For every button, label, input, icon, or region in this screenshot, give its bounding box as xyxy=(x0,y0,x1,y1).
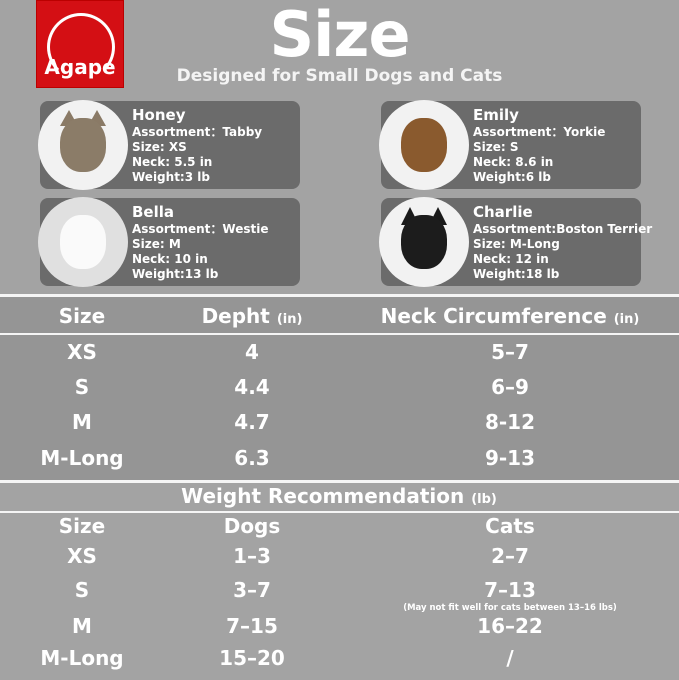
pet-card-bella: Bella Assortment：Westie Size: M Neck: 10 in… xyxy=(38,197,300,287)
cell-neck: 6–9 xyxy=(491,375,529,399)
pet-neck: Neck: 5.5 in xyxy=(132,155,213,169)
cell-dogs: 15–20 xyxy=(219,646,285,670)
hands-arc-icon xyxy=(47,13,115,81)
pet-name: Charlie xyxy=(473,203,533,221)
page-subtitle: Designed for Small Dogs and Cats xyxy=(176,66,503,86)
cell-dogs: 3–7 xyxy=(233,578,271,602)
cell-dogs: 7–15 xyxy=(226,614,278,638)
weight-title: Weight Recommendation xyxy=(181,484,465,508)
pet-name: Emily xyxy=(473,106,519,124)
page-title: Size xyxy=(269,0,410,71)
header-dogs: Dogs xyxy=(223,514,281,538)
pet-neck: Neck: 8.6 in xyxy=(473,155,554,169)
cell-size: M xyxy=(72,614,92,638)
cell-size: S xyxy=(74,578,90,602)
divider xyxy=(0,333,679,335)
header-depth: Depht xyxy=(201,304,270,328)
divider xyxy=(0,480,679,483)
cell-depth: 4.4 xyxy=(234,375,270,399)
cell-size: M xyxy=(72,410,92,434)
pet-neck: Neck: 12 in xyxy=(473,252,549,266)
table-row: XS 4 5–7 xyxy=(0,340,679,374)
table-row: M-Long 15–20 / xyxy=(0,646,679,680)
table-row: S 3–7 7–13 xyxy=(0,578,679,612)
pet-assortment: Assortment:Boston Terrier xyxy=(473,222,653,236)
divider xyxy=(0,511,679,513)
cell-dogs: 1–3 xyxy=(233,544,271,568)
pet-card-charlie: Charlie Assortment:Boston Terrier Size: M-… xyxy=(379,197,652,287)
cell-size: XS xyxy=(67,340,97,364)
pet-weight: Weight:18 lb xyxy=(473,267,560,281)
table-row: M 4.7 8-12 xyxy=(0,410,679,444)
header-neck-unit: (in) xyxy=(613,312,640,327)
pet-name: Bella xyxy=(132,203,175,221)
cell-neck: 9-13 xyxy=(484,446,536,470)
table-row: S 4.4 6–9 xyxy=(0,375,679,409)
pet-assortment: Assortment：Westie xyxy=(132,222,269,236)
cell-cats: 2–7 xyxy=(491,544,529,568)
cell-size: XS xyxy=(67,544,97,568)
pet-weight: Weight:6 lb xyxy=(473,170,551,184)
weight-title-unit: (lb) xyxy=(471,492,497,507)
weight-table-title: Weight Recommendation (lb) xyxy=(0,484,679,518)
tabby-kitten-photo xyxy=(38,100,128,190)
pet-size: Size: M xyxy=(132,237,181,251)
header-depth-unit: (in) xyxy=(276,312,303,327)
pet-name: Honey xyxy=(132,106,186,124)
yorkie-photo xyxy=(379,100,469,190)
cell-depth: 4.7 xyxy=(234,410,270,434)
divider xyxy=(0,294,679,297)
pet-neck: Neck: 10 in xyxy=(132,252,208,266)
size-table-bg xyxy=(0,296,679,482)
cell-cats: 7–13 xyxy=(484,578,536,602)
terrier-photo xyxy=(379,197,469,287)
header-size: Size xyxy=(58,304,106,328)
table-row: XS 1–3 2–7 xyxy=(0,544,679,578)
cell-depth: 4 xyxy=(245,340,259,364)
cell-cats: 16–22 xyxy=(477,614,543,638)
pet-size: Size: S xyxy=(473,140,519,154)
pet-card-honey: Honey Assortment：Tabby Size: XS Neck: 5.5 i… xyxy=(38,100,300,190)
cell-size: M-Long xyxy=(40,446,124,470)
cell-neck: 5–7 xyxy=(491,340,529,364)
cell-neck: 8-12 xyxy=(484,410,536,434)
weight-table-header: Size Dogs Cats xyxy=(0,514,679,548)
header-size: Size xyxy=(58,514,106,538)
cell-cats: / xyxy=(506,646,514,670)
pet-assortment: Assortment：Yorkie xyxy=(473,125,606,139)
agape-logo: Agape xyxy=(36,0,124,88)
pet-weight: Weight:3 lb xyxy=(132,170,210,184)
cell-size: S xyxy=(74,375,90,399)
cell-depth: 6.3 xyxy=(234,446,270,470)
cell-size: M-Long xyxy=(40,646,124,670)
table-row: M 7–15 16–22 xyxy=(0,614,679,648)
pet-size: Size: XS xyxy=(132,140,187,154)
pet-weight: Weight:13 lb xyxy=(132,267,219,281)
pet-assortment: Assortment：Tabby xyxy=(132,125,263,139)
pet-size: Size: M-Long xyxy=(473,237,560,251)
cat-fit-note: (May not fit well for cats between 13–16… xyxy=(403,603,617,613)
table-row: M-Long 6.3 9-13 xyxy=(0,446,679,480)
logo-text: Agape xyxy=(44,55,116,79)
size-table-header: Size Depht (in) Neck Circumference (in) xyxy=(0,304,679,338)
westie-photo xyxy=(38,197,128,287)
pet-card-emily: Emily Assortment：Yorkie Size: S Neck: 8.6 i… xyxy=(379,100,641,190)
header-cats: Cats xyxy=(485,514,535,538)
header-neck: Neck Circumference xyxy=(380,304,607,328)
